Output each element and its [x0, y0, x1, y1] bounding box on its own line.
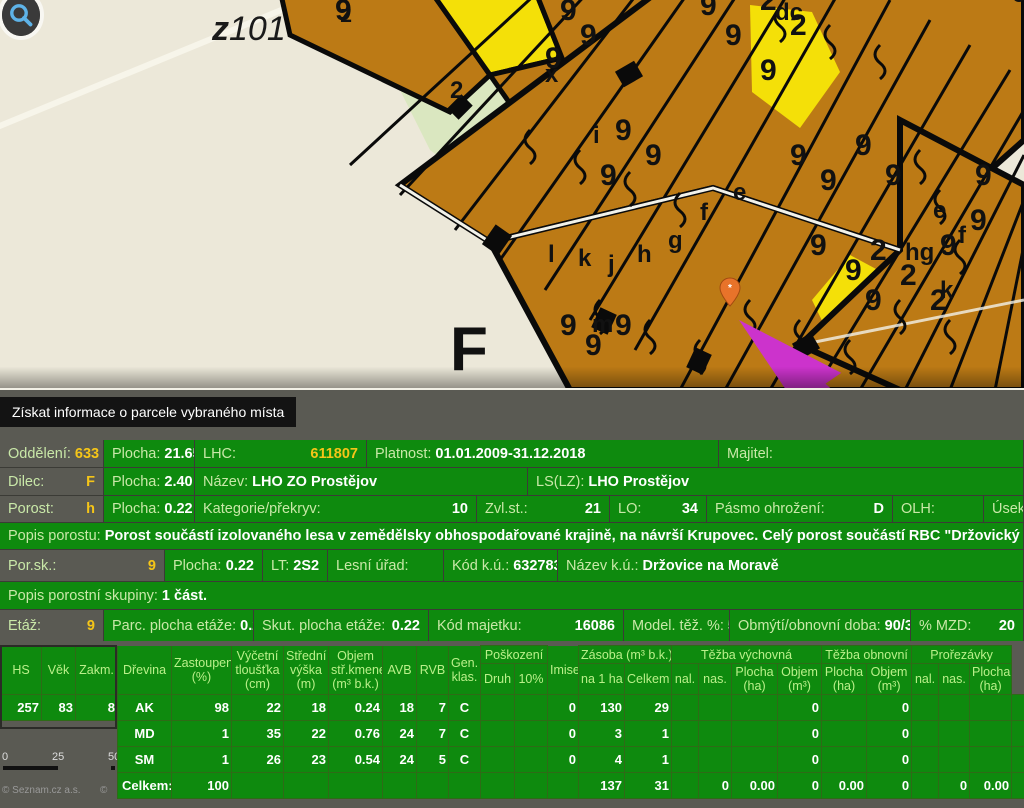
svg-text:k: k — [940, 277, 954, 304]
svg-text:hg: hg — [905, 239, 934, 266]
svg-text:9: 9 — [700, 0, 717, 22]
svg-text:x: x — [545, 61, 559, 88]
svg-text:9: 9 — [725, 19, 742, 52]
svg-text:9: 9 — [885, 159, 902, 192]
svg-text:9: 9 — [580, 19, 597, 52]
svg-text:z: z — [340, 1, 352, 28]
svg-text:2: 2 — [870, 234, 887, 267]
svg-text:9: 9 — [855, 129, 872, 162]
svg-text:9: 9 — [560, 0, 577, 27]
svg-text:*: * — [728, 283, 732, 294]
svg-text:9: 9 — [865, 284, 882, 317]
svg-text:m: m — [592, 311, 613, 338]
svg-text:e: e — [933, 197, 946, 224]
svg-text:h: h — [637, 241, 652, 268]
svg-text:9: 9 — [975, 159, 992, 192]
svg-text:9: 9 — [790, 139, 807, 172]
svg-text:9: 9 — [615, 309, 632, 342]
svg-text:50: 50 — [108, 751, 117, 763]
svg-text:F: F — [450, 315, 488, 384]
svg-text:25: 25 — [52, 751, 64, 763]
svg-text:0: 0 — [2, 751, 8, 763]
svg-text:g: g — [668, 227, 683, 254]
svg-text:k: k — [578, 245, 592, 272]
svg-text:j: j — [607, 251, 615, 278]
svg-text:9: 9 — [600, 159, 617, 192]
svg-text:l: l — [548, 241, 555, 268]
svg-text:©: © — [100, 785, 108, 796]
svg-text:f: f — [958, 222, 967, 249]
svg-text:9: 9 — [940, 229, 957, 262]
svg-text:9: 9 — [645, 139, 662, 172]
svg-text:9: 9 — [810, 229, 827, 262]
svg-text:9: 9 — [845, 254, 862, 287]
svg-text:i: i — [593, 122, 600, 149]
svg-text:9: 9 — [970, 204, 987, 237]
svg-text:dc: dc — [775, 0, 803, 26]
svg-text:9: 9 — [560, 309, 577, 342]
svg-text:z101: z101 — [211, 10, 286, 48]
svg-text:c: c — [1012, 0, 1024, 8]
svg-text:f: f — [700, 199, 709, 226]
svg-text:9: 9 — [615, 114, 632, 147]
svg-text:9: 9 — [760, 54, 777, 87]
svg-text:© Seznam.cz a.s.: © Seznam.cz a.s. — [2, 785, 81, 796]
svg-text:2: 2 — [450, 77, 463, 104]
svg-text:9: 9 — [820, 164, 837, 197]
svg-text:e: e — [733, 179, 746, 206]
